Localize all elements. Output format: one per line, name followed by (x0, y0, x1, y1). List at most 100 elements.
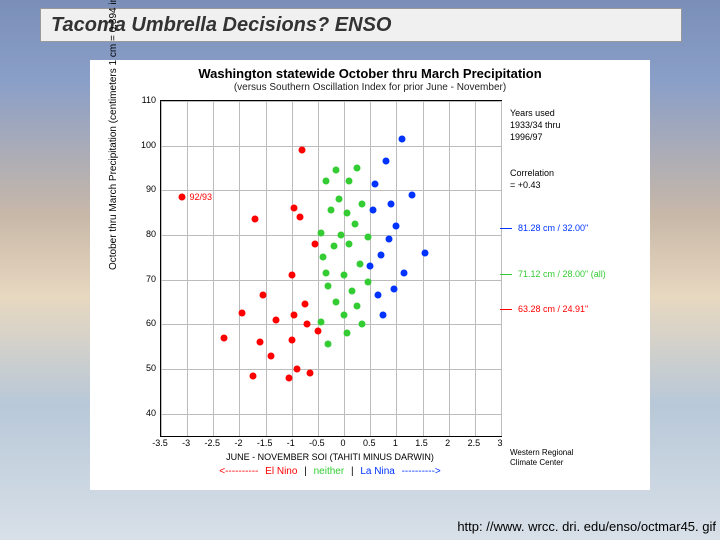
point-annotation: 92/93 (190, 192, 213, 202)
legend-sep1: | (302, 466, 309, 477)
data-point (320, 254, 327, 261)
data-point (333, 299, 340, 306)
x-tick: -1 (287, 438, 295, 448)
data-point (354, 303, 361, 310)
data-point (380, 312, 387, 319)
reference-line (500, 228, 512, 229)
data-point (388, 200, 395, 207)
chart-subtitle: (versus Southern Oscillation Index for p… (90, 82, 650, 93)
data-point (338, 232, 345, 239)
legend-arrow-right: ----------> (400, 466, 443, 477)
data-point (348, 287, 355, 294)
data-point (220, 334, 227, 341)
slide-title-bar: Tacoma Umbrella Decisions? ENSO (40, 8, 682, 42)
data-point (343, 209, 350, 216)
x-tick: -3.5 (152, 438, 168, 448)
data-point (260, 292, 267, 299)
legend-elnino: El Nino (263, 466, 299, 477)
data-point (299, 147, 306, 154)
chart-title: Washington statewide October thru March … (90, 66, 650, 81)
gridline-v (187, 101, 188, 436)
legend: <---------- El Nino | neither | La Nina … (160, 466, 500, 477)
data-point (249, 372, 256, 379)
data-point (317, 319, 324, 326)
data-point (335, 196, 342, 203)
x-tick: 3 (497, 438, 502, 448)
gridline-v (344, 101, 345, 436)
x-tick: -1.5 (257, 438, 273, 448)
years-used-1: Years used (510, 108, 555, 118)
data-point (375, 292, 382, 299)
data-point (359, 200, 366, 207)
x-tick: -3 (182, 438, 190, 448)
data-point (267, 352, 274, 359)
reference-label: 81.28 cm / 32.00" (518, 223, 588, 233)
data-point (252, 216, 259, 223)
data-point (385, 236, 392, 243)
y-tick: 50 (128, 363, 156, 373)
x-axis-label: JUNE - NOVEMBER SOI (TAHITI MINUS DARWIN… (160, 452, 500, 462)
x-tick: 2 (445, 438, 450, 448)
gridline-v (475, 101, 476, 436)
legend-neither: neither (312, 466, 347, 477)
data-point (301, 301, 308, 308)
data-point (288, 336, 295, 343)
gridline-h (161, 324, 501, 325)
data-point (325, 283, 332, 290)
data-point (343, 330, 350, 337)
legend-sep2: | (349, 466, 356, 477)
gridline-h (161, 146, 501, 147)
gridline-h (161, 235, 501, 236)
data-point (346, 178, 353, 185)
x-tick: 0.5 (363, 438, 376, 448)
data-point (401, 269, 408, 276)
y-tick: 90 (128, 184, 156, 194)
gridline-v (161, 101, 162, 436)
data-point (398, 135, 405, 142)
x-tick: 2.5 (468, 438, 481, 448)
correlation-1: Correlation (510, 168, 554, 178)
legend-arrow-left: <---------- (217, 466, 260, 477)
slide-title: Tacoma Umbrella Decisions? ENSO (51, 14, 391, 37)
data-point (317, 229, 324, 236)
x-tick: 1 (393, 438, 398, 448)
data-point (333, 167, 340, 174)
reference-line (500, 274, 512, 275)
gridline-v (239, 101, 240, 436)
data-point (330, 243, 337, 250)
credit-1: Western Regional (510, 448, 573, 457)
gridline-v (396, 101, 397, 436)
data-point (422, 249, 429, 256)
data-point (322, 269, 329, 276)
data-point (312, 240, 319, 247)
data-point (377, 252, 384, 259)
gridline-v (213, 101, 214, 436)
gridline-v (449, 101, 450, 436)
y-tick: 100 (128, 140, 156, 150)
data-point (364, 234, 371, 241)
data-point (364, 278, 371, 285)
y-tick: 60 (128, 318, 156, 328)
source-url: http: //www. wrcc. dri. edu/enso/octmar4… (457, 519, 716, 534)
data-point (307, 370, 314, 377)
chart-panel: Washington statewide October thru March … (90, 60, 650, 490)
y-tick: 70 (128, 274, 156, 284)
data-point (325, 341, 332, 348)
data-point (341, 312, 348, 319)
data-point (273, 316, 280, 323)
x-tick: -2.5 (205, 438, 221, 448)
x-tick: -2 (234, 438, 242, 448)
data-point (322, 178, 329, 185)
plot-area (160, 100, 502, 437)
x-tick: 1.5 (415, 438, 428, 448)
data-point (356, 261, 363, 268)
data-point (359, 321, 366, 328)
data-point (286, 374, 293, 381)
x-tick: -0.5 (309, 438, 325, 448)
years-used-2: 1933/34 thru (510, 120, 561, 130)
correlation-2: = +0.43 (510, 180, 541, 190)
data-point (288, 272, 295, 279)
data-point (291, 312, 298, 319)
reference-label: 71.12 cm / 28.00" (all) (518, 269, 606, 279)
data-point (328, 207, 335, 214)
